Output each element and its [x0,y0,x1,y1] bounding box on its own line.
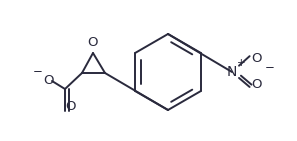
Text: O: O [65,101,75,114]
Text: −: − [265,61,275,74]
Text: O: O [252,79,262,92]
Text: O: O [88,37,98,49]
Text: O: O [252,51,262,64]
Text: +: + [237,58,245,68]
Text: O: O [43,74,53,88]
Text: −: − [33,64,43,78]
Text: N: N [227,65,237,79]
